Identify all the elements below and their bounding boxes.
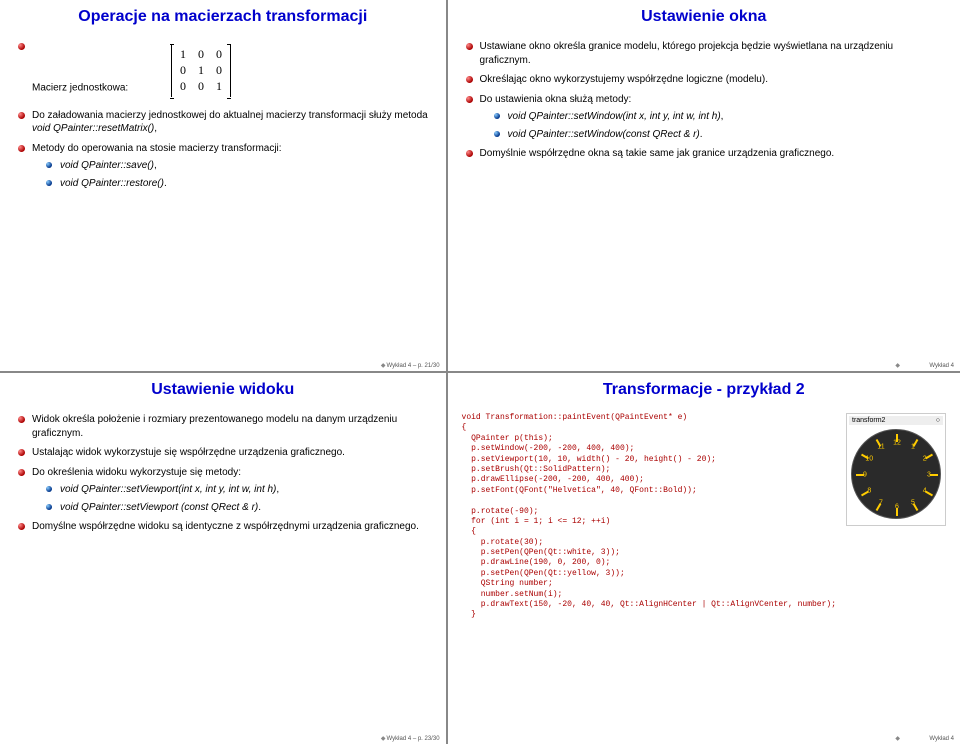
bullet-item: Domyślne współrzędne widoku są identyczn… <box>18 520 432 534</box>
m: 1 <box>216 78 222 94</box>
bullet-item: Widok określa położenie i rozmiary preze… <box>18 413 432 440</box>
bullet-item: Do załadowania macierzy jednostkowej do … <box>18 109 432 136</box>
slide-footer: Wykład 4 – p. 23/30 <box>387 736 440 742</box>
sub-item: void QPainter::setViewport (const QRect … <box>46 501 432 515</box>
m: 0 <box>216 62 222 78</box>
output-titlebar: transform2 ○ <box>849 416 943 425</box>
slide-title: Transformacje - przykład 2 <box>462 381 946 399</box>
bullet-item: Domyślnie współrzędne okna są takie same… <box>466 147 946 161</box>
m: 0 <box>180 78 186 94</box>
code-block: void Transformation::paintEvent(QPaintEv… <box>462 413 836 621</box>
output-window: transform2 ○ 123456789101112 <box>846 413 946 526</box>
output-column: transform2 ○ 123456789101112 <box>842 413 946 621</box>
identity-matrix: 100 010 001 <box>171 44 231 97</box>
close-icon[interactable]: ○ <box>936 417 940 424</box>
bullet-text: Metody do operowania na stosie macierzy … <box>32 143 282 154</box>
sub-item: void QPainter::restore(). <box>46 177 432 191</box>
bullet-item: Macierz jednostkowa: 100 010 001 <box>18 40 432 103</box>
sub-item: void QPainter::setViewport(int x, int y,… <box>46 483 432 497</box>
slide-title: Ustawienie okna <box>462 8 946 26</box>
bullet-list: Macierz jednostkowa: 100 010 001 Do zała… <box>14 40 432 190</box>
m: 0 <box>198 78 204 94</box>
code-ref: void QPainter::setViewport(int x, int y,… <box>60 484 276 495</box>
bullet-text: Widok określa położenie i rozmiary preze… <box>32 414 397 439</box>
sub-item: void QPainter::setWindow(const QRect & r… <box>494 128 946 142</box>
bullet-text: Do określenia widoku wykorzystuje się me… <box>32 467 241 478</box>
code-and-output: void Transformation::paintEvent(QPaintEv… <box>462 413 946 621</box>
code-ref: void QPainter::restore() <box>60 178 164 189</box>
slide-title: Ustawienie widoku <box>14 381 432 399</box>
window-title: transform2 <box>852 417 885 424</box>
logo-icon: ◆ <box>381 735 386 742</box>
m: 1 <box>198 62 204 78</box>
slide-grid: Operacje na macierzach transformacji Mac… <box>0 0 960 744</box>
bullet-text: Do załadowania macierzy jednostkowej do … <box>32 110 428 121</box>
sub-item: void QPainter::save(), <box>46 159 432 173</box>
slide-window-setting: Ustawienie okna Ustawiane okno określa g… <box>448 0 960 371</box>
bullet-text: Domyślnie współrzędne okna są takie same… <box>480 148 835 159</box>
slide-transform-example-2: Transformacje - przykład 2 void Transfor… <box>448 373 960 744</box>
logo-icon: ◆ <box>381 362 386 369</box>
code-ref: void QPainter::setWindow(const QRect & r… <box>508 129 700 140</box>
sub-item: void QPainter::setWindow(int x, int y, i… <box>494 110 946 124</box>
slide-footer: Wykład 4 <box>929 736 954 742</box>
sub-list: void QPainter::setViewport(int x, int y,… <box>32 483 432 514</box>
sub-list: void QPainter::setWindow(int x, int y, i… <box>480 110 946 141</box>
clock-face: 123456789101112 <box>851 429 941 519</box>
bullet-item: Do określenia widoku wykorzystuje się me… <box>18 466 432 515</box>
bullet-item: Określając okno wykorzystujemy współrzęd… <box>466 73 946 87</box>
slide-transform-matrix-ops: Operacje na macierzach transformacji Mac… <box>0 0 446 371</box>
bullet-text: Określając okno wykorzystujemy współrzęd… <box>480 74 768 85</box>
bullet-text: Ustalając widok wykorzystuje się współrz… <box>32 447 345 458</box>
logo-icon: ◆ <box>895 735 900 742</box>
bullet-text: Domyślne współrzędne widoku są identyczn… <box>32 521 419 532</box>
code-column: void Transformation::paintEvent(QPaintEv… <box>462 413 836 621</box>
slide-viewport-setting: Ustawienie widoku Widok określa położeni… <box>0 373 446 744</box>
slide-footer: Wykład 4 – p. 21/30 <box>387 363 440 369</box>
code-ref: void QPainter::setWindow(int x, int y, i… <box>508 111 721 122</box>
m: 0 <box>216 46 222 62</box>
code-ref: void QPainter::save() <box>60 160 154 171</box>
bullet-item: Do ustawienia okna służą metody: void QP… <box>466 93 946 142</box>
bullet-item: Ustalając widok wykorzystuje się współrz… <box>18 446 432 460</box>
logo-icon: ◆ <box>895 362 900 369</box>
slide-footer: Wykład 4 <box>929 363 954 369</box>
bullet-text: Do ustawienia okna służą metody: <box>480 94 632 105</box>
bullet-text: Macierz jednostkowa: <box>32 82 128 93</box>
m: 1 <box>180 46 186 62</box>
bullet-text: Ustawiane okno określa granice modelu, k… <box>480 41 894 66</box>
m: 0 <box>180 62 186 78</box>
m: 0 <box>198 46 204 62</box>
bullet-item: Metody do operowania na stosie macierzy … <box>18 142 432 191</box>
code-ref: void QPainter::resetMatrix() <box>32 123 154 134</box>
code-ref: void QPainter::setViewport (const QRect … <box>60 502 258 513</box>
slide-title: Operacje na macierzach transformacji <box>14 8 432 26</box>
sub-list: void QPainter::save(), void QPainter::re… <box>32 159 432 190</box>
bullet-list: Ustawiane okno określa granice modelu, k… <box>462 40 946 161</box>
bullet-item: Ustawiane okno określa granice modelu, k… <box>466 40 946 67</box>
bullet-list: Widok określa położenie i rozmiary preze… <box>14 413 432 534</box>
